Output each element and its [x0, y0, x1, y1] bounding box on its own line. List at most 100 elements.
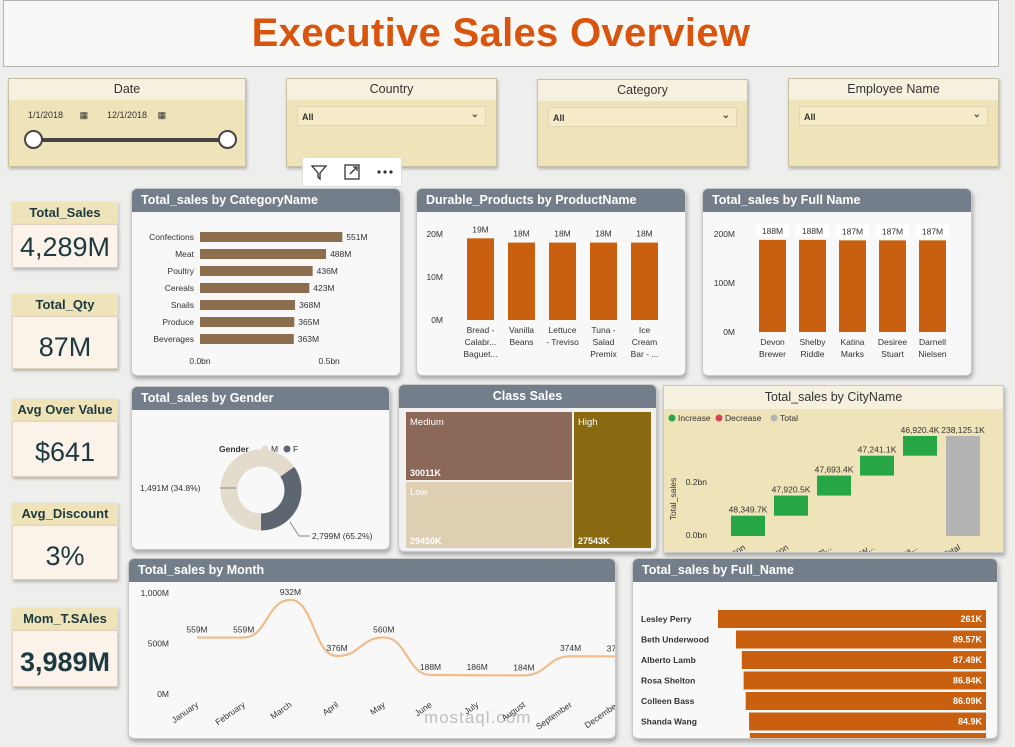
fullname-bar-chart: 200M 100M 0M 188M Devon Brewer 188M Shelby Riddl…: [714, 223, 949, 359]
donut-slice: [220, 449, 302, 531]
y-tick-label: 200M: [714, 229, 735, 239]
category-value: All: [553, 113, 565, 123]
x-axis-label: February: [213, 699, 247, 727]
durable-chart-card[interactable]: Durable_Products by ProductName 20M 10M 0M…: [416, 188, 686, 376]
category-axis-label: Cereals: [165, 283, 194, 293]
waterfall-bar: [903, 436, 937, 456]
data-label: 187M: [842, 226, 863, 236]
data-label: 47,693.4K: [815, 465, 854, 475]
category-chart-card[interactable]: Total_sales by CategoryName Confections 5…: [131, 188, 401, 376]
x-axis-label: Tucson: [718, 542, 747, 553]
treemap-cell-name: Medium: [410, 417, 444, 428]
page-title: Executive Sales Overview: [251, 11, 751, 55]
bar: [467, 238, 494, 320]
data-label: 86.84K: [953, 676, 983, 686]
x-tick-label: 0.0bn: [189, 356, 211, 366]
class-treemap: Medium 30011K Low 29450K High 27543K: [406, 412, 651, 548]
name-label: Tonya Watkins: [641, 737, 700, 739]
x-axis-label: January: [170, 699, 201, 725]
data-label-box: [916, 224, 949, 238]
treemap-cell: [406, 482, 572, 548]
category-data-label: 363M: [298, 334, 319, 344]
date-range-track: [33, 138, 227, 142]
month-chart-card[interactable]: Total_sales by Month 1,000M 500M 0M 559M Jan…: [128, 558, 616, 739]
data-label: 48,349.7K: [729, 505, 768, 515]
class-chart-card[interactable]: Class Sales Medium 30011K Low 29450K High 275…: [398, 384, 657, 552]
calendar-icon[interactable]: ▦: [157, 110, 167, 120]
kpi-avg-discount-value: 3%: [12, 525, 118, 580]
x-axis-label: Beans: [509, 337, 533, 347]
category-slicer: Category All ⌄: [537, 79, 748, 167]
filter-icon[interactable]: [309, 162, 329, 182]
x-axis-label: Salad: [593, 337, 615, 347]
x-axis-label: Darnell: [919, 337, 946, 347]
y-tick-label: 20M: [426, 229, 443, 239]
name-bar: [745, 692, 986, 710]
data-label: 559M: [233, 625, 254, 635]
x-tick-label: 0.5bn: [319, 356, 341, 366]
focus-mode-icon[interactable]: [342, 162, 362, 182]
legend-title: Gender: [219, 444, 249, 454]
name-label: Alberto Lamb: [641, 655, 696, 665]
data-label: 187M: [882, 226, 903, 236]
gender-chart-title: Total_sales by Gender: [132, 387, 389, 410]
country-slicer: Country All ⌄: [286, 78, 497, 167]
country-dropdown[interactable]: All ⌄: [297, 106, 486, 126]
gender-chart-card[interactable]: Total_sales by Gender Gender M F 1,491M (34…: [131, 386, 390, 550]
fullname2-chart-card[interactable]: Total_sales by Full_Name Lesley Perry 261…: [632, 558, 998, 739]
x-axis-label: Indiana...: [884, 542, 919, 553]
category-data-label: 436M: [317, 266, 338, 276]
x-axis-label: Vanilla: [509, 325, 534, 335]
data-label: 47,241.1K: [858, 445, 897, 455]
category-data-label: 551M: [346, 232, 367, 242]
category-dropdown[interactable]: All ⌄: [548, 107, 737, 127]
x-axis-label: Baguet...: [463, 349, 497, 359]
start-date-field[interactable]: 1/1/2018 ▦: [28, 110, 88, 121]
name-bar: [718, 610, 986, 628]
data-label: 184M: [513, 662, 534, 672]
more-options-icon[interactable]: [375, 162, 395, 182]
x-axis-label: December: [583, 699, 616, 730]
date-slicer-label: Date: [9, 79, 245, 100]
data-label: 18M: [513, 229, 530, 239]
legend-label: Increase: [678, 413, 711, 423]
calendar-icon[interactable]: ▦: [79, 110, 89, 120]
treemap-cell: [406, 412, 572, 480]
category-bar: [200, 334, 294, 344]
data-label: 188M: [802, 226, 823, 236]
data-label-box: [836, 224, 869, 238]
month-line-chart: 1,000M 500M 0M 559M January 559M February 932M M…: [141, 587, 616, 731]
name-label: Lesley Perry: [641, 614, 692, 624]
country-value: All: [302, 112, 314, 122]
data-label-box: [796, 223, 829, 237]
category-data-label: 368M: [299, 300, 320, 310]
category-axis-label: Produce: [162, 317, 194, 327]
data-label: 374M: [560, 643, 581, 653]
city-chart-card[interactable]: Total_sales by CityName Increase Decrease…: [663, 385, 1004, 553]
date-range-start-handle[interactable]: [24, 130, 43, 149]
end-date-field[interactable]: 12/1/2018 ▦: [107, 110, 166, 121]
legend-label: Total: [780, 413, 798, 423]
x-axis-label: - Treviso: [546, 337, 579, 347]
x-axis-label: Ice: [639, 325, 651, 335]
category-bar: [200, 266, 313, 276]
data-label: 18M: [636, 229, 653, 239]
data-label: 261K: [960, 614, 982, 624]
data-label-box: [876, 224, 909, 238]
treemap-cell-value: 30011K: [410, 468, 442, 478]
employee-dropdown[interactable]: All ⌄: [799, 106, 988, 126]
bar: [631, 242, 658, 320]
y-tick-label: 0M: [723, 327, 735, 337]
x-axis-label: Nielsen: [918, 349, 947, 359]
fullname-chart-card[interactable]: Total_sales by Full Name 200M 100M 0M 188M D…: [702, 188, 972, 376]
date-range-end-handle[interactable]: [218, 130, 237, 149]
data-label: 19M: [472, 224, 489, 234]
x-axis-label: Total: [941, 542, 962, 553]
data-label: 188M: [420, 662, 441, 672]
bar: [549, 242, 576, 320]
category-bar: [200, 283, 310, 293]
data-label: 46,920.4K: [901, 425, 940, 435]
category-bar-chart: Confections 551M Meat 488M Poultry 436M Cereal…: [149, 232, 368, 366]
x-axis-label: May: [368, 699, 388, 717]
legend-label: Decrease: [725, 413, 762, 423]
